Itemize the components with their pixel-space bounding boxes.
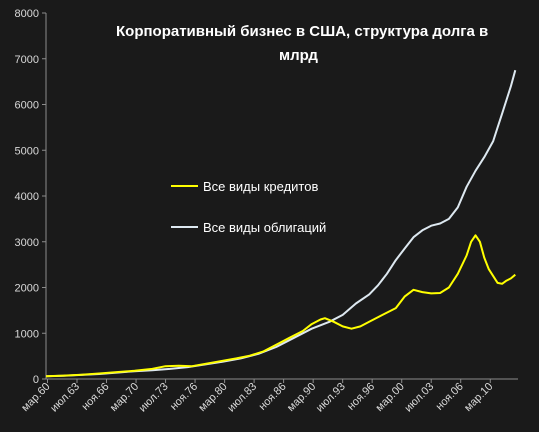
legend-label-bonds: Все виды облигаций <box>203 220 326 235</box>
y-tick-label: 6000 <box>15 100 39 112</box>
series-line-loans <box>45 234 516 378</box>
chart-title-line-1: Корпоративный бизнес в США, структура до… <box>116 23 488 40</box>
chart-title-line-2: млрд <box>279 47 318 64</box>
y-tick-label: 7000 <box>15 54 39 66</box>
y-tick-label: 4000 <box>15 191 39 203</box>
y-tick-label: 1000 <box>15 328 39 340</box>
series-layer <box>45 69 517 378</box>
y-tick-label: 0 <box>33 374 39 386</box>
y-tick-label: 3000 <box>15 237 39 249</box>
series-line-bonds <box>45 69 517 378</box>
y-tick-label: 8000 <box>15 8 39 20</box>
legend-label-loans: Все виды кредитов <box>203 179 318 194</box>
y-tick-label: 5000 <box>15 145 39 157</box>
y-tick-label: 2000 <box>15 283 39 295</box>
legend: Все виды кредитов Все виды облигаций <box>171 179 326 235</box>
